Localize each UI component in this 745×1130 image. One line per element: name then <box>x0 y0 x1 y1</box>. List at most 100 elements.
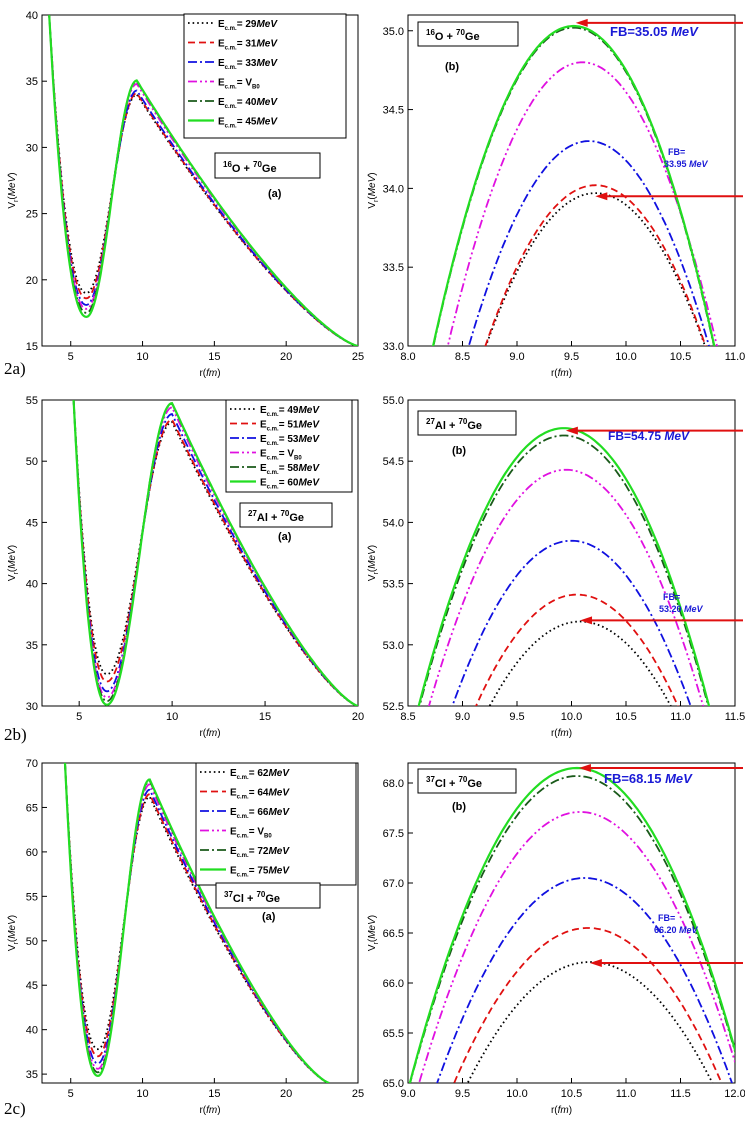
series-group <box>431 24 718 346</box>
x-axis-label: r(fm) <box>551 368 572 379</box>
x-tick-label: 5 <box>68 1088 74 1100</box>
x-axis-label: r(fm) <box>199 1105 220 1116</box>
series-line <box>484 184 707 346</box>
series-line <box>418 811 735 1083</box>
x-tick-label: 8.5 <box>400 711 415 723</box>
reaction-label-text: 37Cl + 70Ge <box>224 890 280 905</box>
x-tick-label: 20 <box>280 351 292 363</box>
x-axis-label: r(fm) <box>199 368 220 379</box>
y-tick-label: 55 <box>26 891 38 903</box>
y-tick-label: 35 <box>26 76 38 88</box>
panel-2a-b: 8.0 8.5 9.0 9.5 10.0 10.5 11.0 33.0 33.5 34.0 34.5… <box>367 14 745 379</box>
series-group <box>417 427 711 706</box>
panel-2a-a: 5 10 15 20 25 15 20 25 30 35 40 r(fm) Vr(MeV) Ec.m.= … <box>7 10 364 379</box>
y-tick-label: 53.0 <box>383 640 404 652</box>
panel-2c-b: 9.0 9.5 10.0 10.5 11.0 11.5 12.0 65.0 65.5 66.0 66… <box>367 762 745 1116</box>
y-tick-label: 65.0 <box>383 1078 404 1090</box>
legend-label: Ec.m.= 64MeV <box>230 788 290 801</box>
panel-label: (a) <box>268 188 282 200</box>
reaction-label-box <box>239 502 333 528</box>
series-line <box>72 400 358 706</box>
x-tick-label: 5 <box>76 711 82 723</box>
series-line <box>451 539 692 706</box>
series-line <box>431 24 716 346</box>
y-tick-label: 55 <box>26 395 38 407</box>
legend-label: Ec.m.= 66MeV <box>230 807 290 820</box>
series-line <box>467 140 710 346</box>
fb-low-label-line1: FB= <box>663 592 680 602</box>
y-axis-label: Vr(MeV) <box>367 545 380 581</box>
fb-low-label-line2: 66.20 MeV <box>654 925 699 935</box>
series-line <box>428 468 705 706</box>
x-tick-label: 10.0 <box>561 711 582 723</box>
row-label: 2b) <box>4 725 27 744</box>
y-tick-label: 25 <box>26 209 38 221</box>
y-tick-label: 60 <box>26 847 38 859</box>
fb-low-label-line1: FB= <box>658 913 675 923</box>
y-tick-label: 40 <box>26 579 38 591</box>
legend-label: Ec.m.= 29MeV <box>218 19 278 32</box>
reaction-label: 37Cl + 70Ge <box>417 768 517 794</box>
fb-low-arrow-head <box>580 616 593 625</box>
reaction-label: 16O + 70Ge <box>214 152 321 179</box>
series-group <box>408 766 735 1083</box>
legend-label: Ec.m.= 33MeV <box>218 58 278 71</box>
series-line <box>453 927 723 1083</box>
reaction-label: 27Al + 70Ge <box>239 502 333 528</box>
x-tick-label: 9.5 <box>509 711 524 723</box>
x-tick-label: 15 <box>208 1088 220 1100</box>
reaction-label: 37Cl + 70Ge <box>215 882 321 909</box>
panel-2b-b: 8.5 9.0 9.5 10.0 10.5 11.0 11.5 52.5 53.0 53.5 54.… <box>367 395 745 739</box>
panel-label: (a) <box>262 911 276 923</box>
x-tick-label: 15 <box>259 711 271 723</box>
y-tick-label: 40 <box>26 10 38 22</box>
y-tick-label: 34.0 <box>383 183 404 195</box>
series-line <box>436 877 733 1083</box>
fb-low-label-line2: 53.20 MeV <box>659 604 704 614</box>
series-line <box>446 61 718 346</box>
y-tick-label: 54.0 <box>383 517 404 529</box>
legend-label: Ec.m.= VB0 <box>260 449 302 462</box>
y-tick-label: 33.5 <box>383 262 404 274</box>
legend-label: Ec.m.= 51MeV <box>260 420 320 433</box>
x-tick-label: 25 <box>352 1088 364 1100</box>
x-tick-label: 9.5 <box>455 1088 470 1100</box>
x-tick-label: 9.5 <box>564 351 579 363</box>
reaction-label: 27Al + 70Ge <box>417 410 517 436</box>
series-line <box>488 620 672 706</box>
x-tick-label: 11.5 <box>670 1088 691 1100</box>
reaction-label-text: 37Cl + 70Ge <box>426 775 482 790</box>
x-tick-label: 10.5 <box>561 1088 582 1100</box>
x-axis-label: r(fm) <box>551 728 572 739</box>
fb-high-label: FB=68.15 MeV <box>604 771 693 786</box>
x-tick-label: 9.0 <box>400 1088 415 1100</box>
x-tick-label: 10.0 <box>615 351 636 363</box>
y-tick-label: 52.5 <box>383 701 404 713</box>
y-axis-label: Vr(MeV) <box>7 172 20 208</box>
x-tick-label: 11.0 <box>725 351 745 363</box>
x-tick-label: 10.0 <box>506 1088 527 1100</box>
x-tick-label: 11.5 <box>725 711 745 723</box>
y-axis-label: Vr(MeV) <box>367 915 380 951</box>
plot-frame <box>41 399 359 707</box>
x-tick-label: 9.0 <box>455 711 470 723</box>
reaction-label-text: 16O + 70Ge <box>223 160 277 175</box>
reaction-label-text: 27Al + 70Ge <box>248 509 304 524</box>
panel-label: (b) <box>452 801 466 813</box>
legend-label: Ec.m.= 40MeV <box>218 97 278 110</box>
legend-label: Ec.m.= 31MeV <box>218 39 278 52</box>
legend-label: Ec.m.= 53MeV <box>260 434 320 447</box>
y-tick-label: 67.5 <box>383 828 404 840</box>
y-tick-label: 20 <box>26 275 38 287</box>
fb-low-label-line2: 33.95 MeV <box>664 159 709 169</box>
reaction-label-text: 16O + 70Ge <box>426 28 480 43</box>
x-tick-label: 20 <box>280 1088 292 1100</box>
reaction-label-text: 27Al + 70Ge <box>426 417 482 432</box>
reaction-label: 16O + 70Ge <box>417 21 519 47</box>
reaction-label-box <box>417 410 517 436</box>
y-tick-label: 45 <box>26 517 38 529</box>
y-tick-label: 45 <box>26 980 38 992</box>
legend-label: Ec.m.= VB0 <box>230 827 272 840</box>
